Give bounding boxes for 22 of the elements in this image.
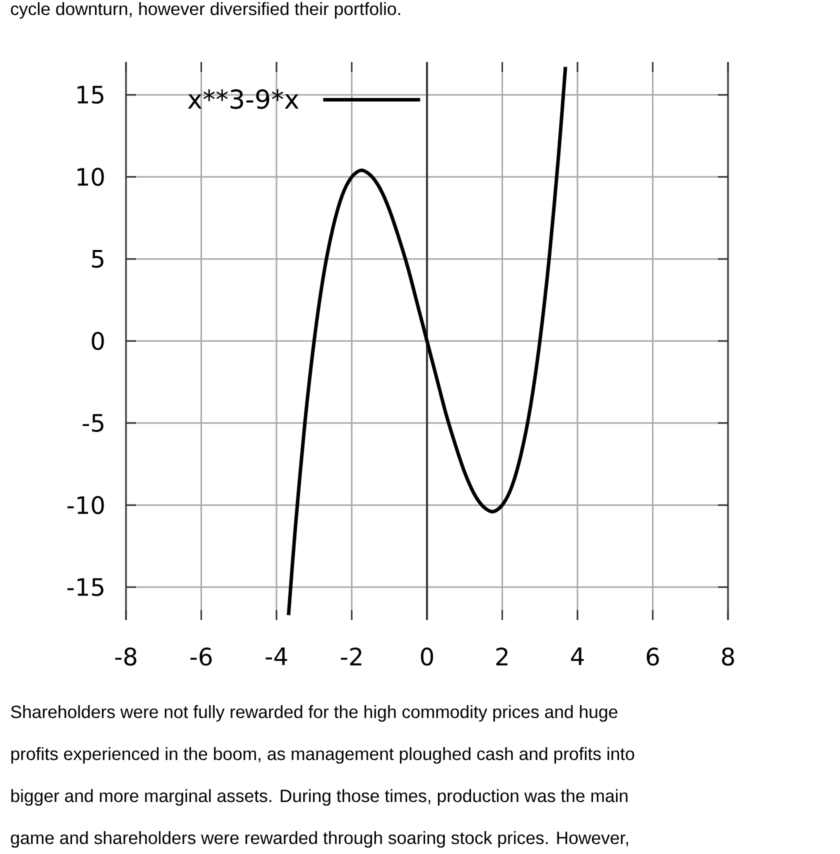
y-tick-label: -15	[67, 578, 104, 596]
y-tick-label: 0	[92, 332, 104, 350]
text: profits experienced in the boom, as management ploughed cash and profits into	[11, 747, 634, 764]
y-tick-label: 15	[78, 86, 104, 104]
legend-label: x**3-9*x	[188, 89, 299, 109]
x-tick-label: -4	[266, 648, 288, 666]
x-tick-label: 6	[646, 648, 659, 666]
text: game and shareholders were rewarded through soaring stock prices. However,	[10, 831, 628, 848]
y-tick-label: 10	[78, 168, 104, 186]
x-tick-label: -6	[190, 648, 212, 666]
x-tick-label: -8	[115, 648, 136, 666]
y-tick-label: 5	[92, 250, 104, 268]
text: cycle downturn, however diversified their portfolio.	[10, 2, 400, 19]
x-tick-label: 8	[722, 648, 734, 666]
y-tick-label: -10	[67, 496, 104, 514]
text: Shareholders were not fully rewarded for the high commodity prices and huge	[11, 705, 618, 722]
x-tick-label: -2	[340, 648, 362, 666]
text: bigger and more marginal assets. During those times, production was the main	[11, 789, 628, 806]
x-tick-label: 4	[571, 648, 584, 666]
x-tick-label: 2	[496, 648, 508, 666]
y-tick-label: -5	[82, 414, 104, 432]
x-tick-label: 0	[420, 648, 434, 666]
